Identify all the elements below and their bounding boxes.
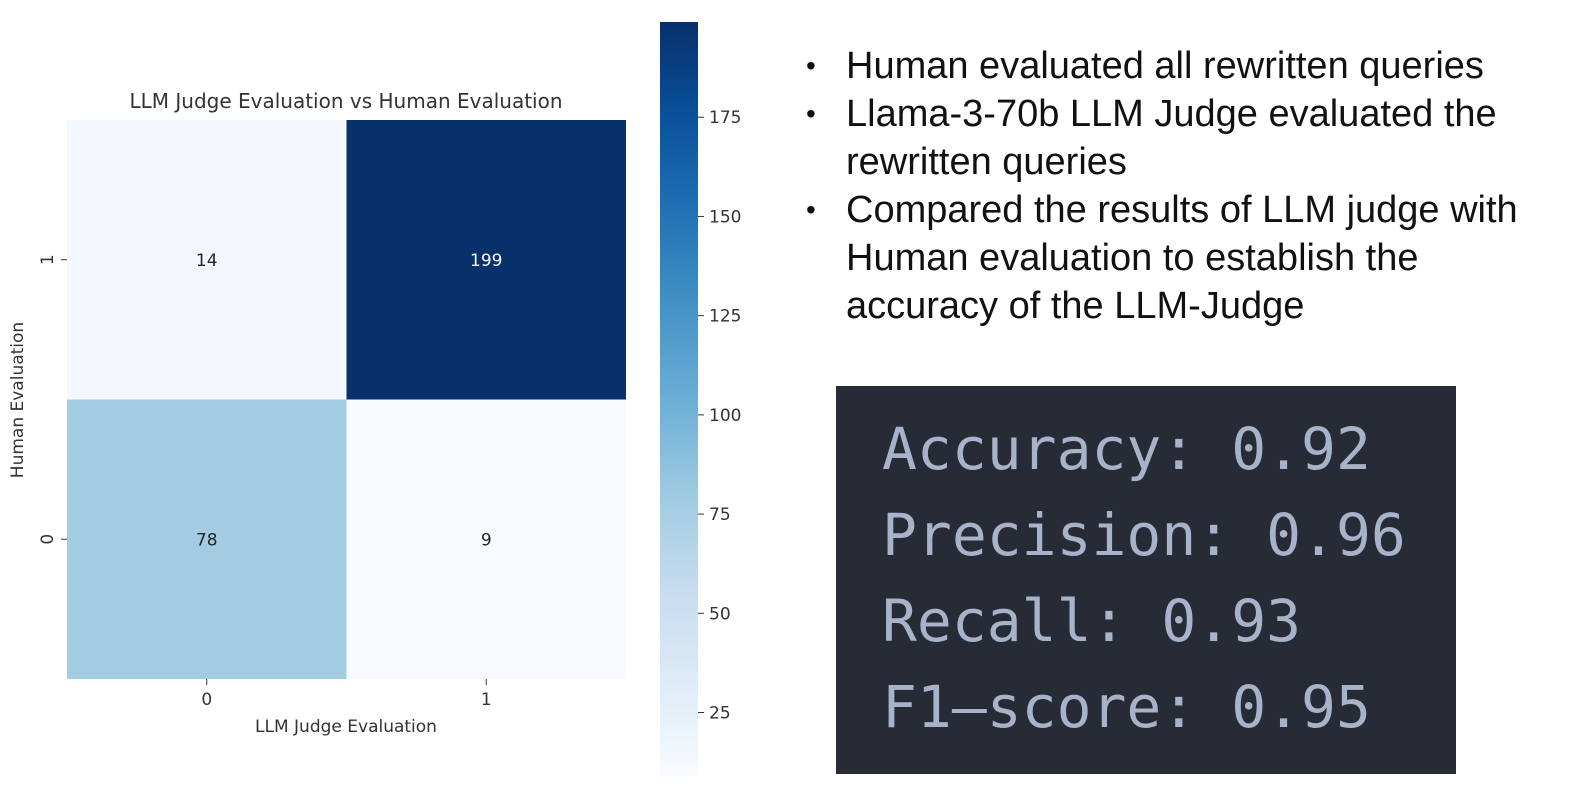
metric-accuracy: Accuracy: 0.92: [882, 415, 1371, 483]
heatmap-svg: 14 199 78 9 0 1 1 0 LLM Judge Evaluation vs H…: [8, 22, 741, 776]
y-tick-label: 0: [38, 534, 58, 545]
bullet-dot-icon: •: [806, 98, 816, 129]
colorbar-tick-label: 125: [709, 307, 741, 327]
metric-recall: Recall: 0.93: [882, 587, 1302, 655]
bullet-text: Human evaluated all rewritten queries: [846, 45, 1484, 87]
notes-bullet-list: • Human evaluated all rewritten queries •…: [806, 42, 1574, 330]
colorbar-tick-label: 75: [709, 505, 731, 525]
metric-precision: Precision: 0.96: [882, 501, 1406, 569]
colorbar: [660, 22, 698, 776]
x-axis-label: LLM Judge Evaluation: [255, 717, 437, 737]
bullet-item: • Human evaluated all rewritten queries: [806, 42, 1574, 90]
chart-title: LLM Judge Evaluation vs Human Evaluation: [129, 89, 562, 113]
y-axis-label: Human Evaluation: [8, 322, 28, 478]
colorbar-tick-label: 175: [709, 108, 741, 128]
confusion-matrix-chart: 14 199 78 9 0 1 1 0 LLM Judge Evaluation vs H…: [8, 22, 741, 776]
y-tick-label: 1: [38, 254, 58, 265]
colorbar-tick-label: 50: [709, 604, 731, 624]
bullet-dot-icon: •: [806, 194, 816, 225]
heatmap-cell: [67, 399, 347, 679]
heatmap-cell: [67, 120, 347, 400]
heatmap-cell: [346, 399, 626, 679]
cell-value-label: 199: [470, 251, 502, 271]
metric-f1-score: F1–score: 0.95: [882, 673, 1371, 741]
bullet-item: • Compared the results of LLM judge with …: [806, 186, 1574, 330]
bullet-item: • Llama-3-70b LLM Judge evaluated the rew…: [806, 90, 1574, 186]
heatmap-cell: [346, 120, 626, 400]
colorbar-tick-label: 150: [709, 207, 741, 227]
bullet-dot-icon: •: [806, 50, 816, 81]
x-tick-label: 0: [201, 690, 212, 710]
cell-value-label: 9: [481, 530, 492, 550]
bullet-text: Llama-3-70b LLM Judge evaluated the rewr…: [846, 93, 1497, 183]
colorbar-tick-label: 100: [709, 406, 741, 426]
cell-value-label: 14: [196, 251, 218, 271]
colorbar-tick-label: 25: [709, 704, 731, 724]
bullet-text: Compared the results of LLM judge with H…: [846, 189, 1518, 327]
metrics-panel: Accuracy: 0.92 Precision: 0.96 Recall: 0…: [836, 386, 1456, 774]
x-tick-label: 1: [481, 690, 492, 710]
cell-value-label: 78: [196, 530, 218, 550]
